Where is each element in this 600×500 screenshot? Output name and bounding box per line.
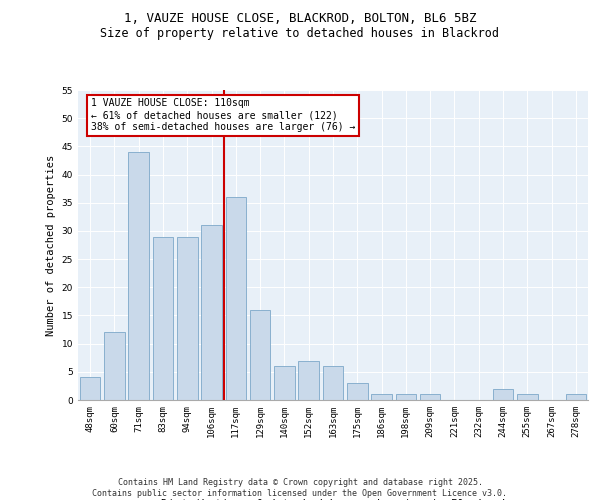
Bar <box>395 394 416 400</box>
Text: Distribution of detached houses by size in Blackrod: Distribution of detached houses by size … <box>161 499 505 500</box>
Bar <box>80 378 100 400</box>
Bar <box>323 366 343 400</box>
Bar <box>201 226 222 400</box>
Bar <box>493 388 514 400</box>
Bar <box>420 394 440 400</box>
Bar <box>566 394 586 400</box>
Bar <box>274 366 295 400</box>
Text: Contains HM Land Registry data © Crown copyright and database right 2025.
Contai: Contains HM Land Registry data © Crown c… <box>92 478 508 498</box>
Bar <box>226 197 246 400</box>
Bar <box>152 236 173 400</box>
Bar <box>104 332 125 400</box>
Bar <box>250 310 271 400</box>
Text: 1 VAUZE HOUSE CLOSE: 110sqm
← 61% of detached houses are smaller (122)
38% of se: 1 VAUZE HOUSE CLOSE: 110sqm ← 61% of det… <box>91 98 355 132</box>
Bar <box>298 360 319 400</box>
Y-axis label: Number of detached properties: Number of detached properties <box>46 154 56 336</box>
Bar <box>517 394 538 400</box>
Text: 1, VAUZE HOUSE CLOSE, BLACKROD, BOLTON, BL6 5BZ: 1, VAUZE HOUSE CLOSE, BLACKROD, BOLTON, … <box>124 12 476 26</box>
Bar <box>347 383 368 400</box>
Text: Size of property relative to detached houses in Blackrod: Size of property relative to detached ho… <box>101 28 499 40</box>
Bar <box>371 394 392 400</box>
Bar <box>177 236 197 400</box>
Bar <box>128 152 149 400</box>
